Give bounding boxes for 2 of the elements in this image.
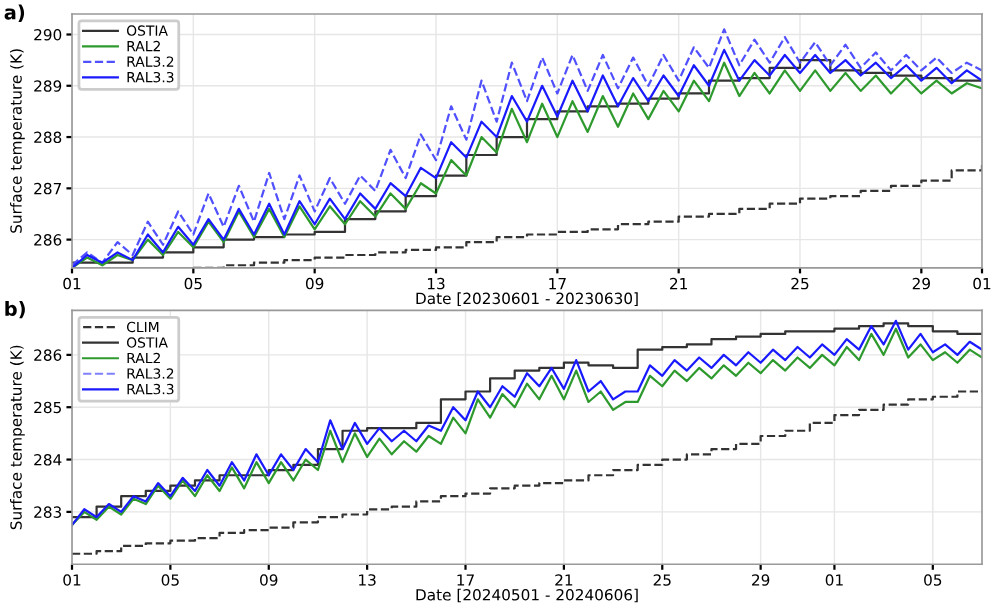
- chart-title: a): [4, 4, 25, 22]
- chart-title: b): [5, 300, 25, 319]
